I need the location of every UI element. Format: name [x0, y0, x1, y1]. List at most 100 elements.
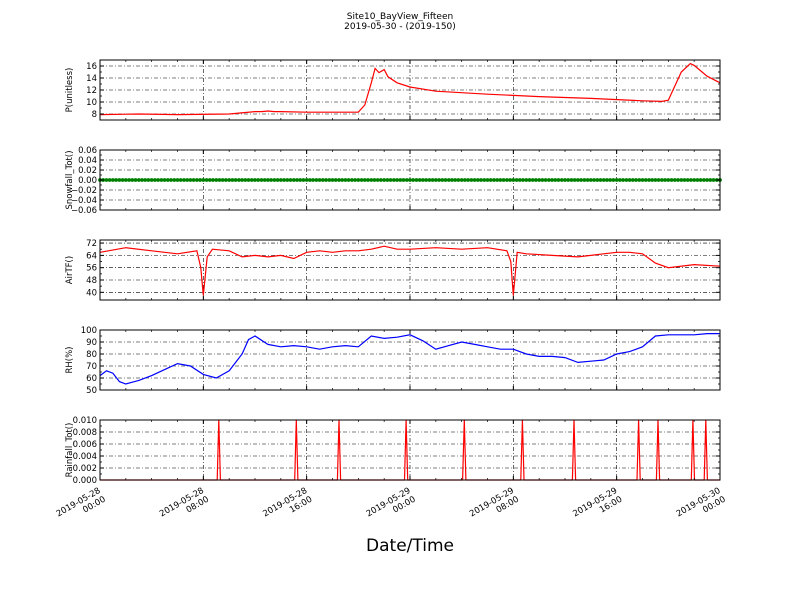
panel-p-unitless: 8 10 12 14 16 P(unitless): [65, 59, 721, 121]
y-tick-label: 48: [86, 276, 97, 286]
scatter-point: [269, 178, 273, 182]
scatter-point: [175, 178, 180, 182]
scatter-point: [136, 178, 141, 182]
scatter-point: [272, 178, 277, 182]
scatter-point: [421, 178, 425, 182]
scatter-point: [385, 178, 390, 182]
scatter-point: [682, 178, 687, 182]
scatter-point: [637, 178, 642, 182]
scatter-point: [530, 178, 535, 182]
scatter-point: [437, 178, 441, 182]
scatter-point: [379, 178, 383, 182]
scatter-point: [217, 178, 222, 182]
y-tick-label: 0.004: [73, 452, 97, 462]
scatter-point: [585, 178, 590, 182]
scatter-point: [543, 178, 548, 182]
scatter-point: [298, 178, 303, 182]
y-tick-label: 50: [86, 386, 97, 396]
scatter-point: [224, 178, 228, 182]
scatter-point: [630, 178, 635, 182]
scatter-point: [692, 178, 697, 182]
scatter-point: [259, 178, 264, 182]
scatter-point: [524, 178, 529, 182]
scatter-point: [288, 178, 293, 182]
scatter-point: [508, 178, 512, 182]
scatter-point: [676, 178, 680, 182]
scatter-point: [547, 178, 551, 182]
scatter-point: [182, 178, 186, 182]
scatter-point: [640, 178, 645, 182]
scatter-point: [130, 178, 135, 182]
scatter-point: [111, 178, 115, 182]
scatter-point: [220, 178, 225, 182]
scatter-point: [340, 178, 345, 182]
scatter-point: [666, 178, 671, 182]
scatter-point: [275, 178, 280, 182]
scatter-point: [411, 178, 416, 182]
scatter-point: [211, 178, 215, 182]
scatter-point: [278, 178, 283, 182]
scatter-point: [133, 178, 138, 182]
scatter-point: [440, 178, 445, 182]
scatter-point: [327, 178, 332, 182]
y-tick-label: 10: [86, 98, 97, 108]
scatter-point: [324, 178, 328, 182]
scatter-point: [595, 178, 600, 182]
scatter-point: [256, 178, 261, 182]
y-axis-label: P(unitless): [65, 68, 75, 113]
y-tick-label: 0.02: [78, 166, 97, 176]
scatter-point: [304, 178, 309, 182]
y-tick-label: 0.006: [73, 440, 97, 450]
scatter-point: [556, 178, 561, 182]
scatter-point: [559, 178, 564, 182]
scatter-point: [495, 178, 500, 182]
scatter-point: [443, 178, 448, 182]
panel-rh: 50 60 70 80 90 100 RH(%): [65, 326, 721, 396]
scatter-point: [333, 178, 338, 182]
scatter-point: [114, 178, 118, 182]
scatter-point: [408, 178, 412, 182]
x-axis-label: Date/Time: [366, 536, 454, 556]
scatter-point: [404, 178, 409, 182]
scatter-point: [588, 178, 593, 182]
scatter-point: [311, 178, 315, 182]
scatter-point: [227, 178, 232, 182]
scatter-point: [511, 178, 516, 182]
figure-title: Site10_BayView_Fifteen: [347, 12, 453, 22]
scatter-point: [266, 178, 270, 182]
scatter-point: [572, 178, 577, 182]
scatter-point: [120, 178, 125, 182]
scatter-point: [621, 178, 625, 182]
scatter-point: [656, 178, 661, 182]
y-tick-label: 0.04: [78, 156, 97, 166]
scatter-point: [517, 178, 522, 182]
scatter-point: [191, 178, 196, 182]
scatter-point: [453, 178, 458, 182]
scatter-point: [695, 178, 700, 182]
scatter-point: [427, 178, 432, 182]
y-tick-label: 40: [86, 288, 97, 298]
scatter-point: [314, 178, 319, 182]
scatter-point: [201, 178, 206, 182]
y-tick-label: 0.000: [73, 476, 97, 486]
scatter-point: [246, 178, 251, 182]
scatter-point: [566, 178, 571, 182]
scatter-point: [401, 178, 406, 182]
y-axis-label: Snowfall_Tot(): [65, 150, 75, 209]
scatter-point: [159, 178, 164, 182]
scatter-point: [395, 178, 399, 182]
scatter-point: [605, 178, 609, 182]
scatter-point: [369, 178, 374, 182]
scatter-point: [285, 178, 290, 182]
scatter-point: [505, 178, 509, 182]
scatter-point: [627, 178, 632, 182]
scatter-point: [162, 178, 167, 182]
scatter-point: [563, 178, 567, 182]
scatter-point: [204, 178, 209, 182]
y-tick-label: −0.04: [71, 196, 97, 206]
scatter-point: [450, 178, 454, 182]
scatter-point: [372, 178, 377, 182]
scatter-point: [537, 178, 542, 182]
scatter-point: [301, 178, 306, 182]
scatter-point: [601, 178, 606, 182]
